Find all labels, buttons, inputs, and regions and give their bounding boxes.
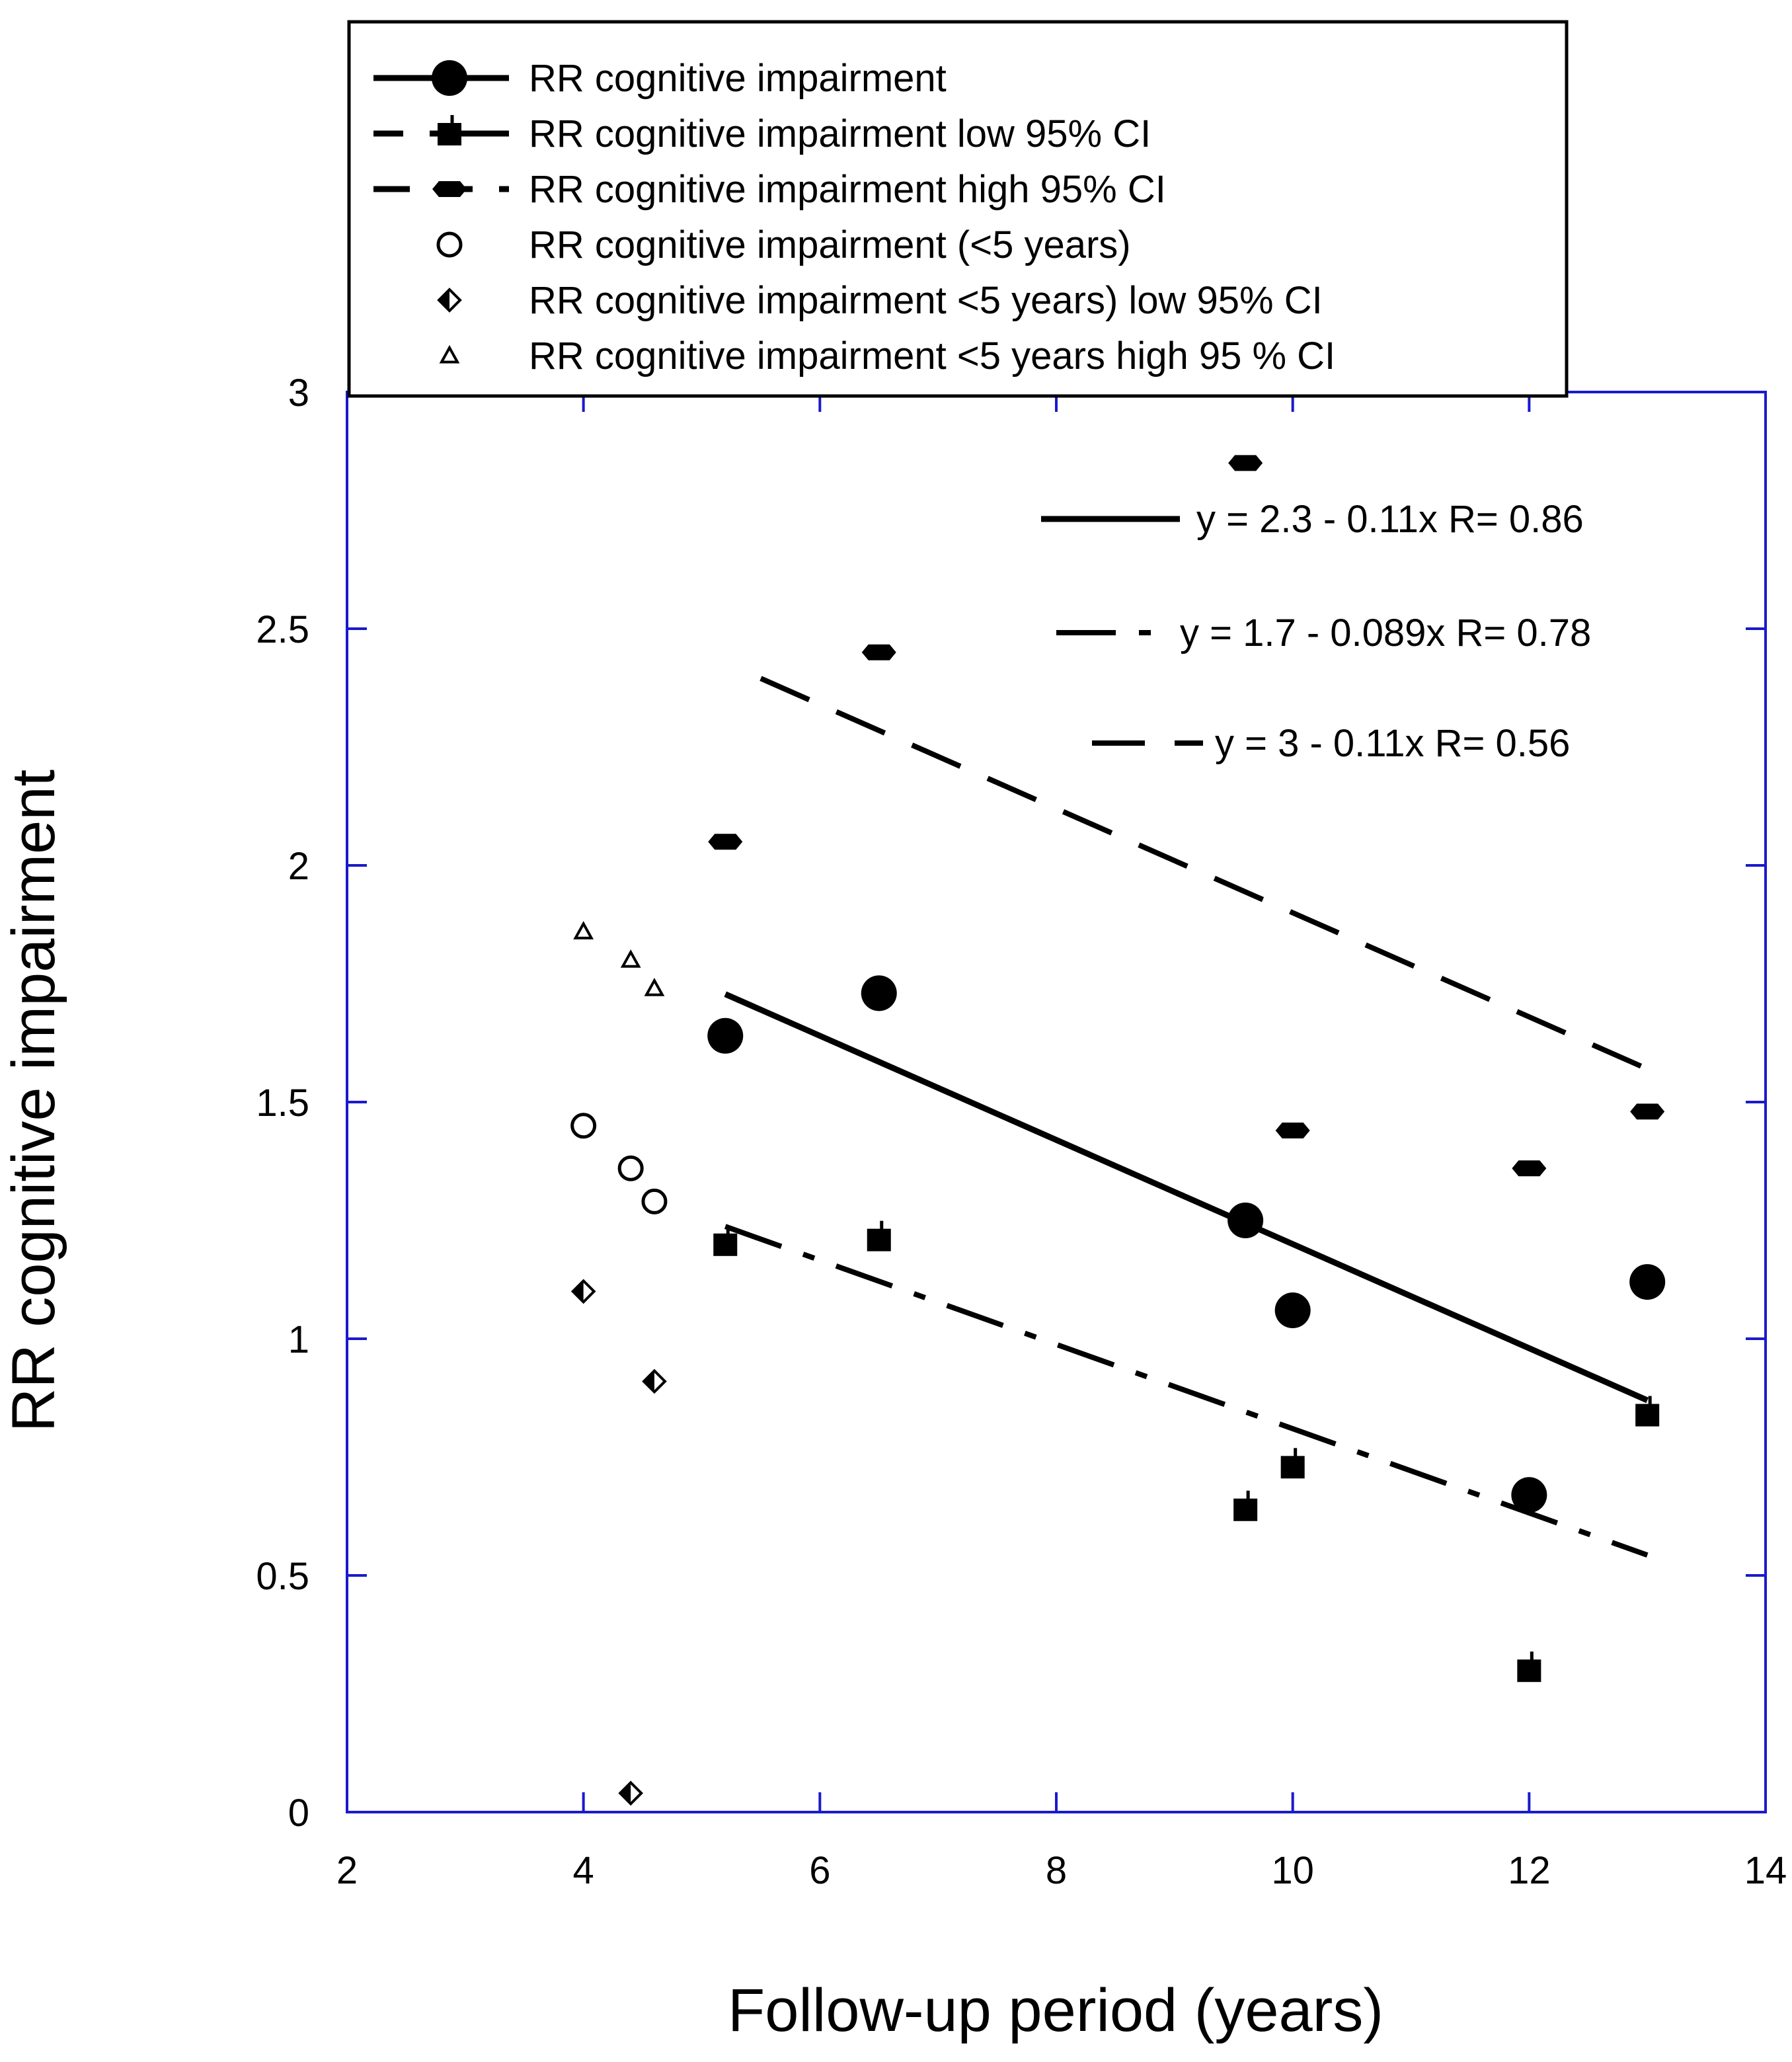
marker-diamond-half [570, 1279, 596, 1304]
tick-labels: 2 4 6 8 10 12 14 0 0.5 1 1.5 2 2.5 3 [256, 372, 1787, 1892]
marker-square-body [713, 1233, 738, 1256]
marker-square-filled [867, 1220, 891, 1251]
marker-square-filled [1280, 1448, 1305, 1479]
marker-square-body [438, 123, 461, 145]
x-tick-label: 12 [1508, 1849, 1551, 1892]
regression-line-dash-dot [724, 1224, 1649, 1558]
series-4-points [570, 1279, 667, 1806]
marker-square-body [1233, 1498, 1258, 1521]
marker-circle-filled [707, 1017, 744, 1054]
y-tick-label: 2 [288, 845, 309, 888]
series-0-points [707, 975, 1666, 1513]
legend-label: RR cognitive impairment <5 years) low 95… [529, 279, 1323, 322]
marker-diamond-fill [643, 1370, 654, 1392]
marker-circle-filled [1227, 1203, 1264, 1238]
legend-label: RR cognitive impairment [529, 57, 947, 100]
x-axis-title: Follow-up period (years) [728, 1977, 1383, 2044]
marker-square-filled [438, 115, 461, 145]
regression-equation-label: y = 1.7 - 0.089x R= 0.78 [1180, 612, 1591, 654]
y-tick-label: 1.5 [256, 1082, 309, 1125]
x-tick-label: 8 [1046, 1849, 1067, 1892]
marker-circle-open [617, 1155, 644, 1181]
x-tick-label: 2 [336, 1849, 358, 1892]
marker-diamond-fill [572, 1281, 584, 1302]
legend-label: RR cognitive impairment low 95% CI [529, 112, 1151, 155]
marker-square-body [1517, 1659, 1541, 1683]
series-3-points [570, 1113, 668, 1214]
legend-label: RR cognitive impairment (<5 years) [529, 223, 1131, 266]
series-1-points [713, 1220, 1660, 1683]
legend-item: RR cognitive impairment <5 years) low 95… [437, 279, 1323, 322]
legend: RR cognitive impairment RR cognitive impa… [373, 57, 1335, 377]
marker-triangle-open [573, 921, 594, 939]
marker-circle-filled [432, 60, 467, 96]
x-tick-label: 14 [1744, 1849, 1787, 1892]
series-2-points [708, 455, 1665, 1177]
regression-equation-label: y = 3 - 0.11x R= 0.56 [1215, 722, 1570, 765]
legend-item: RR cognitive impairment low 95% CI [373, 112, 1151, 155]
data-markers [570, 455, 1666, 1806]
regression-lines [724, 676, 1649, 1558]
marker-hexagon-filled [1275, 1122, 1310, 1138]
regression-equations: y = 2.3 - 0.11x R= 0.86 y = 1.7 - 0.089x … [1041, 498, 1591, 765]
marker-diamond-half [642, 1368, 667, 1394]
marker-hexagon-filled [708, 834, 743, 850]
marker-hexagon-filled [1228, 455, 1263, 471]
marker-hexagon-filled [1512, 1160, 1547, 1177]
y-tick-label: 1 [288, 1318, 309, 1361]
marker-circle-open [436, 231, 463, 258]
marker-circle-filled [861, 975, 897, 1011]
marker-diamond-fill [439, 290, 449, 311]
y-tick-label: 0 [288, 1792, 309, 1835]
x-tick-label: 4 [573, 1849, 594, 1892]
series-5-points [573, 921, 665, 996]
legend-item: RR cognitive impairment (<5 years) [436, 223, 1131, 266]
legend-item: RR cognitive impairment <5 years high 95… [439, 335, 1335, 377]
marker-diamond-half [437, 288, 462, 313]
marker-square-body [867, 1228, 891, 1251]
marker-square-filled [1517, 1651, 1541, 1683]
x-tick-label: 6 [809, 1849, 830, 1892]
y-tick-label: 0.5 [256, 1555, 309, 1598]
legend-label: RR cognitive impairment high 95% CI [529, 168, 1166, 211]
marker-circle-filled [1629, 1264, 1666, 1300]
y-axis-title: RR cognitive impairment [0, 770, 67, 1432]
legend-box [347, 20, 1569, 398]
marker-triangle-open [439, 344, 460, 364]
regression-line-solid [724, 991, 1649, 1404]
plot-area [346, 391, 1767, 1813]
y-tick-label: 3 [288, 372, 309, 415]
marker-hexagon-filled [1630, 1103, 1665, 1120]
marker-diamond-half [618, 1780, 644, 1806]
marker-circle-open [641, 1188, 668, 1214]
marker-square-body [1280, 1456, 1305, 1479]
marker-square-body [1635, 1404, 1660, 1427]
marker-circle-filled [1274, 1292, 1311, 1329]
marker-hexagon-filled [861, 644, 896, 660]
marker-circle-filled [1511, 1477, 1547, 1513]
marker-diamond-fill [620, 1782, 631, 1804]
y-tick-label: 2.5 [256, 608, 309, 651]
marker-square-filled [713, 1225, 738, 1256]
marker-circle-open [570, 1113, 597, 1139]
legend-label: RR cognitive impairment <5 years high 95… [529, 335, 1335, 377]
legend-item: RR cognitive impairment [373, 57, 947, 100]
marker-triangle-open [620, 949, 641, 968]
legend-item: RR cognitive impairment high 95% CI [373, 168, 1166, 211]
marker-square-filled [1635, 1396, 1660, 1427]
x-tick-label: 10 [1271, 1849, 1314, 1892]
marker-square-filled [1233, 1490, 1258, 1521]
marker-triangle-open [644, 978, 665, 996]
marker-hexagon-filled [432, 181, 467, 197]
regression-equation-label: y = 2.3 - 0.11x R= 0.86 [1196, 498, 1584, 541]
